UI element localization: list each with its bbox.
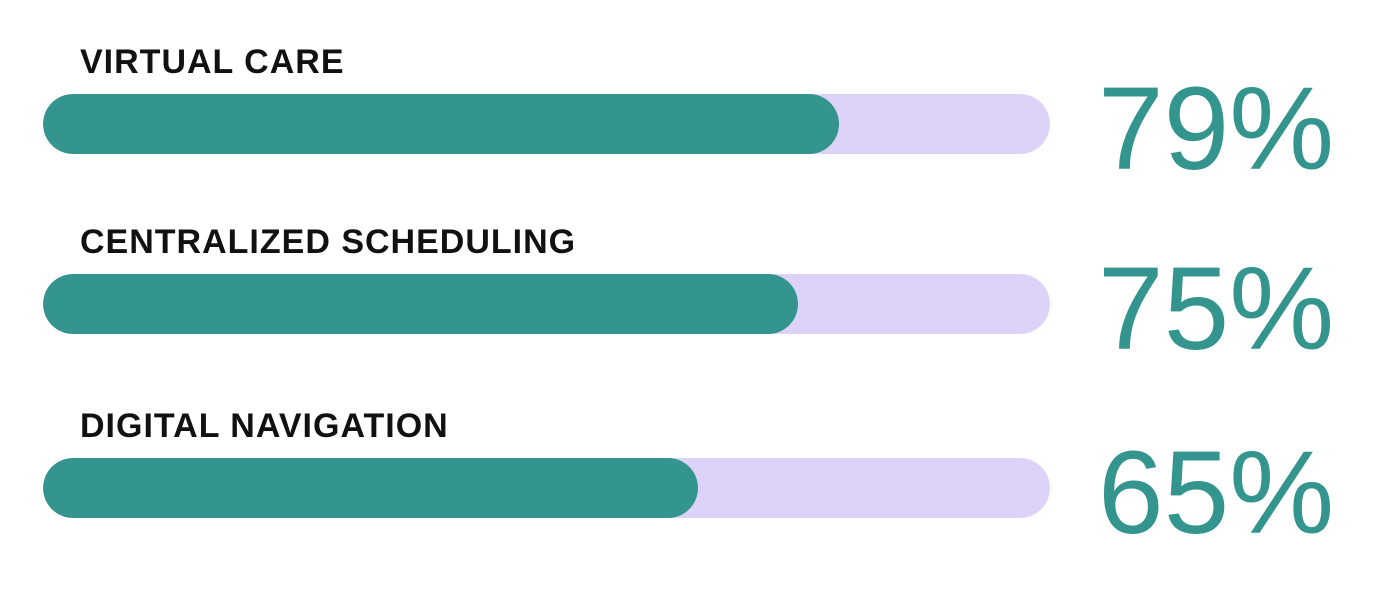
value-label: 79%: [1098, 63, 1335, 195]
bar-fill: [43, 274, 798, 334]
bar-row: VIRTUAL CARE 79%: [0, 42, 1400, 222]
category-label: DIGITAL NAVIGATION: [80, 407, 449, 445]
category-label: VIRTUAL CARE: [80, 43, 345, 81]
bar-fill: [43, 94, 839, 154]
bar-row: DIGITAL NAVIGATION 65%: [0, 406, 1400, 586]
bar-fill: [43, 458, 698, 518]
bar-row: CENTRALIZED SCHEDULING 75%: [0, 222, 1400, 402]
bar-track: [43, 274, 1050, 334]
bar-track: [43, 458, 1050, 518]
value-label: 65%: [1098, 427, 1335, 559]
value-label: 75%: [1098, 243, 1335, 375]
category-label: CENTRALIZED SCHEDULING: [80, 223, 577, 261]
bar-track: [43, 94, 1050, 154]
